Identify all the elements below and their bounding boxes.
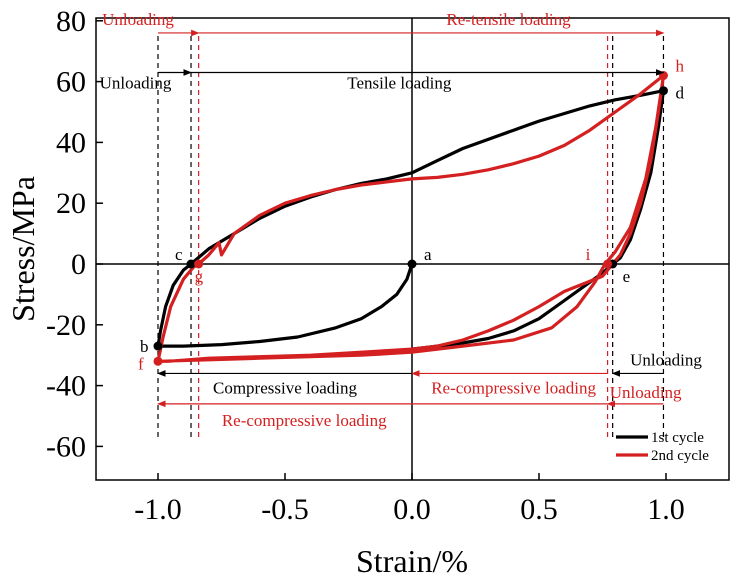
point-marker-c [186, 259, 196, 269]
y-tick-label: 80 [56, 5, 86, 38]
annotation-label: Tensile loading [347, 73, 452, 92]
point-marker-i [603, 259, 613, 269]
point-label-f: f [138, 354, 144, 373]
legend-entry: 1st cycle [651, 430, 704, 446]
point-label-i: i [586, 245, 591, 264]
annotation-label: Unloading [630, 350, 702, 369]
y-tick-label: 0 [71, 248, 86, 281]
point-marker-a [407, 259, 417, 269]
point-label-e: e [623, 267, 631, 286]
x-tick-label: 1.0 [647, 493, 685, 526]
point-label-h: h [675, 57, 684, 76]
y-axis-title: Stress/MPa [5, 176, 41, 322]
y-tick-label: 40 [56, 126, 86, 159]
point-label-c: c [175, 245, 183, 264]
x-axis-ticks: -1.0 -0.5 0.0 0.5 1.0 [134, 473, 685, 526]
annotations: Unloading Re-tensile loading Unloading Tens… [100, 10, 703, 430]
point-marker-g [194, 259, 204, 269]
series-line-1st-cycle [156, 89, 666, 351]
x-tick-label: 0.0 [393, 493, 431, 526]
point-label-b: b [140, 337, 149, 356]
annotation-label: Unloading [100, 73, 172, 92]
y-tick-label: 60 [56, 66, 86, 99]
x-tick-label: -1.0 [134, 493, 182, 526]
legend-entry: 2nd cycle [651, 448, 709, 464]
point-label-d: d [675, 84, 684, 103]
y-tick-label: -20 [46, 309, 86, 342]
annotation-label: Unloading [102, 10, 174, 29]
series-layer [156, 73, 666, 363]
x-axis-title: Strain/% [356, 543, 468, 579]
point-label-a: a [424, 245, 432, 264]
point-label-g: g [195, 267, 204, 286]
point-markers: a b c d e f g h i [138, 57, 684, 374]
y-axis-ticks: -60 -40 -20 0 20 40 60 80 [46, 5, 103, 463]
annotation-label: Re-compressive loading [222, 411, 387, 430]
x-tick-label: -0.5 [261, 493, 309, 526]
point-marker-f [153, 356, 163, 366]
y-tick-label: -60 [46, 430, 86, 463]
series-line-2nd-cycle [156, 73, 666, 363]
annotation-label: Re-compressive loading [431, 378, 596, 397]
annotation-label: Compressive loading [213, 378, 358, 397]
y-tick-label: -40 [46, 370, 86, 403]
y-tick-label: 20 [56, 187, 86, 220]
annotation-label: Re-tensile loading [446, 10, 571, 29]
point-marker-d [658, 86, 668, 96]
annotation-label: Unloading [610, 383, 682, 402]
x-tick-label: 0.5 [520, 493, 558, 526]
point-marker-b [153, 341, 163, 351]
legend: 1st cycle 2nd cycle [616, 430, 709, 464]
